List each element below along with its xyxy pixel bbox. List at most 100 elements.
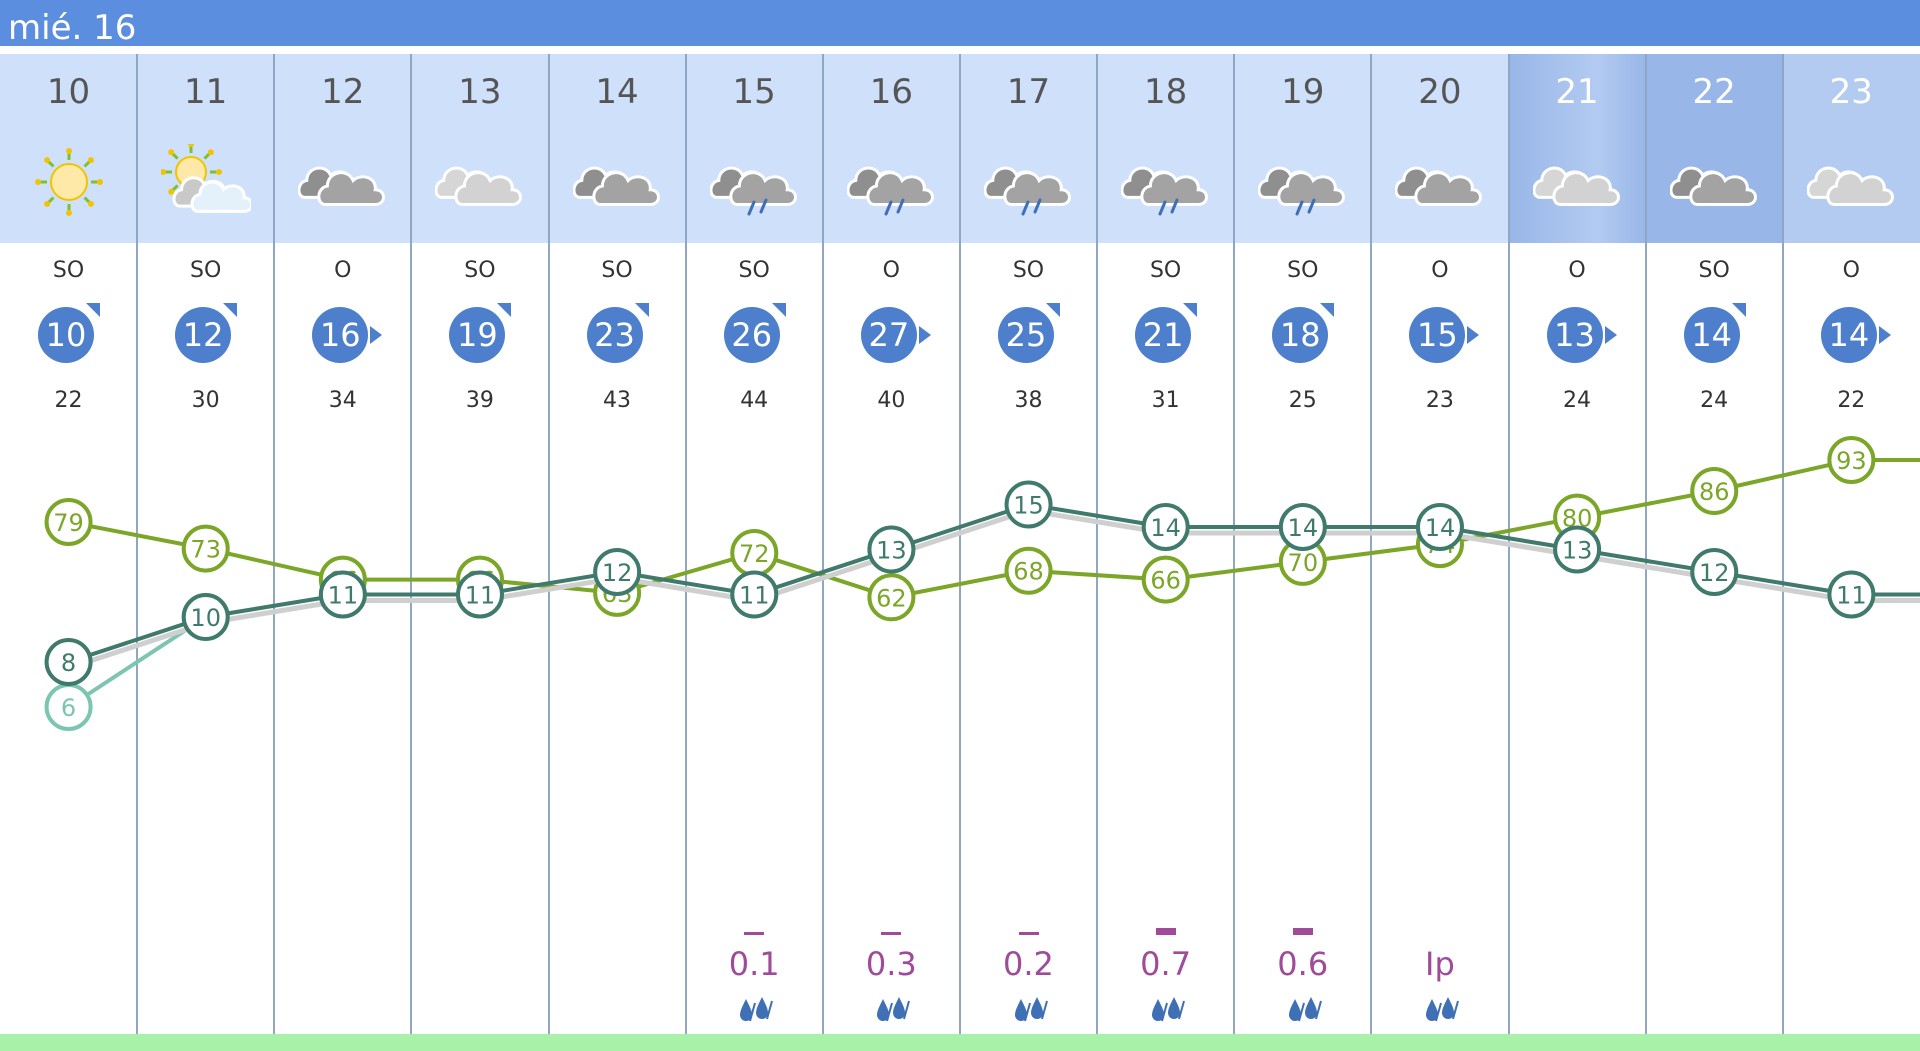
svg-text:15: 15 [1013,492,1044,520]
cloud-rain-icon [1258,166,1346,216]
wind-gust: 38 [1014,388,1043,413]
hour-band: 12 [274,54,412,243]
wind-arrow-icon [918,326,931,344]
wind-arrow-icon [1183,303,1198,317]
hour-label: 22 [1692,72,1736,112]
hour-band: 22 [1645,54,1783,243]
wind-direction: O [882,258,900,283]
wind-gust: 22 [54,388,83,413]
humidity-series-point: 62 [867,573,916,622]
svg-text:93: 93 [1836,447,1867,475]
column-divider [1781,54,1784,1051]
svg-text:11: 11 [465,582,496,610]
precipitation-intensity-bar [1018,932,1039,935]
overcast-icon [1669,166,1757,206]
hour-label: 23 [1829,72,1873,112]
hour-label: 17 [1006,72,1051,112]
wind-direction: O [334,258,352,283]
header-gap [0,46,1920,54]
wind-gust: 22 [1837,388,1866,413]
wind-direction: SO [1698,258,1730,283]
wind-gust: 31 [1151,388,1180,413]
temperature-series-point: 8 [44,638,93,686]
temperature-series-point: 11 [1827,570,1876,619]
wind-speed: 18 [1272,307,1329,363]
wind-gust: 34 [328,388,357,413]
wind-speed-badge: 21 [1097,303,1234,363]
hour-label: 15 [732,72,776,112]
hour-label: 12 [321,72,365,112]
wind-speed-badge: 25 [960,303,1097,363]
svg-text:11: 11 [1836,582,1867,610]
wind-direction: SO [1149,258,1182,283]
wind-gust: 23 [1425,388,1454,413]
precipitation-intensity-bar [744,932,765,935]
svg-text:72: 72 [739,540,770,568]
temperature-series-point: 10 [181,593,230,641]
temperature-series-point: 13 [1553,525,1602,574]
hour-band: 19 [1234,54,1372,243]
precipitation-value: 0.7 [1140,945,1192,983]
hour-label: 13 [458,72,502,112]
svg-text:68: 68 [1013,558,1044,586]
cloud-rain-icon [709,166,797,216]
hour-label: 11 [183,72,228,112]
wind-speed-badge: 16 [274,307,411,363]
hour-band: 21 [1508,54,1646,243]
rain-drops-icon [740,997,774,1022]
wind-speed: 26 [723,307,780,363]
temperature-series-point: 11 [730,570,779,619]
hour-band: 13 [411,54,549,243]
wind-direction: O [1842,258,1860,283]
wind-gust: 25 [1288,388,1317,413]
temperature-series-point: 12 [593,548,642,596]
wind-arrow-icon [86,303,100,317]
hour-band: 11 [137,54,275,243]
wind-speed: 12 [175,307,232,363]
wind-arrow-icon [1731,303,1746,317]
svg-text:6: 6 [61,694,76,722]
svg-text:11: 11 [328,582,359,610]
hour-band: 18 [1097,54,1235,243]
wind-direction: O [1431,258,1449,283]
svg-text:13: 13 [1562,537,1593,565]
wind-speed-badge: 14 [1783,307,1920,363]
wind-gust: 43 [603,388,632,413]
temperature-series-point: 14 [1278,503,1327,551]
column-divider [684,54,687,1051]
hour-band: 23 [1782,54,1920,243]
wind-arrow-icon [223,303,238,317]
hour-label: 21 [1555,72,1599,112]
wind-gust: 39 [465,388,494,413]
wind-speed: 14 [1683,307,1740,363]
wind-gust: 40 [877,388,906,413]
column-divider [136,54,139,1051]
precipitation-value: Ip [1425,945,1455,983]
temperature-series-point: 13 [867,525,916,574]
column-divider [1233,54,1236,1051]
wind-speed: 13 [1546,307,1603,363]
bottom-bar [0,1034,1920,1051]
wind-arrow-icon [1604,326,1617,344]
wind-speed: 10 [38,307,94,363]
precipitation-intensity-bar [1292,928,1313,935]
wind-direction: SO [189,258,222,283]
wind-arrow-icon [370,326,383,344]
column-divider [273,54,276,1051]
wind-speed-badge: 15 [1371,307,1508,363]
wind-direction: SO [1012,258,1045,283]
humidity-series-point: 66 [1141,555,1190,604]
hour-label: 19 [1281,72,1325,112]
svg-text:62: 62 [876,584,907,612]
wind-speed-badge: 27 [823,307,960,363]
rain-drops-icon [1288,997,1322,1022]
wind-speed-badge: 13 [1509,307,1646,363]
wind-speed: 27 [860,307,917,363]
humidity-series-point: 70 [1278,537,1327,586]
hour-label: 16 [869,72,913,112]
wind-arrow-icon [497,303,512,317]
wind-gust: 44 [740,388,769,413]
humidity-series-point: 72 [730,529,779,578]
cloud-rain-icon [846,166,934,216]
